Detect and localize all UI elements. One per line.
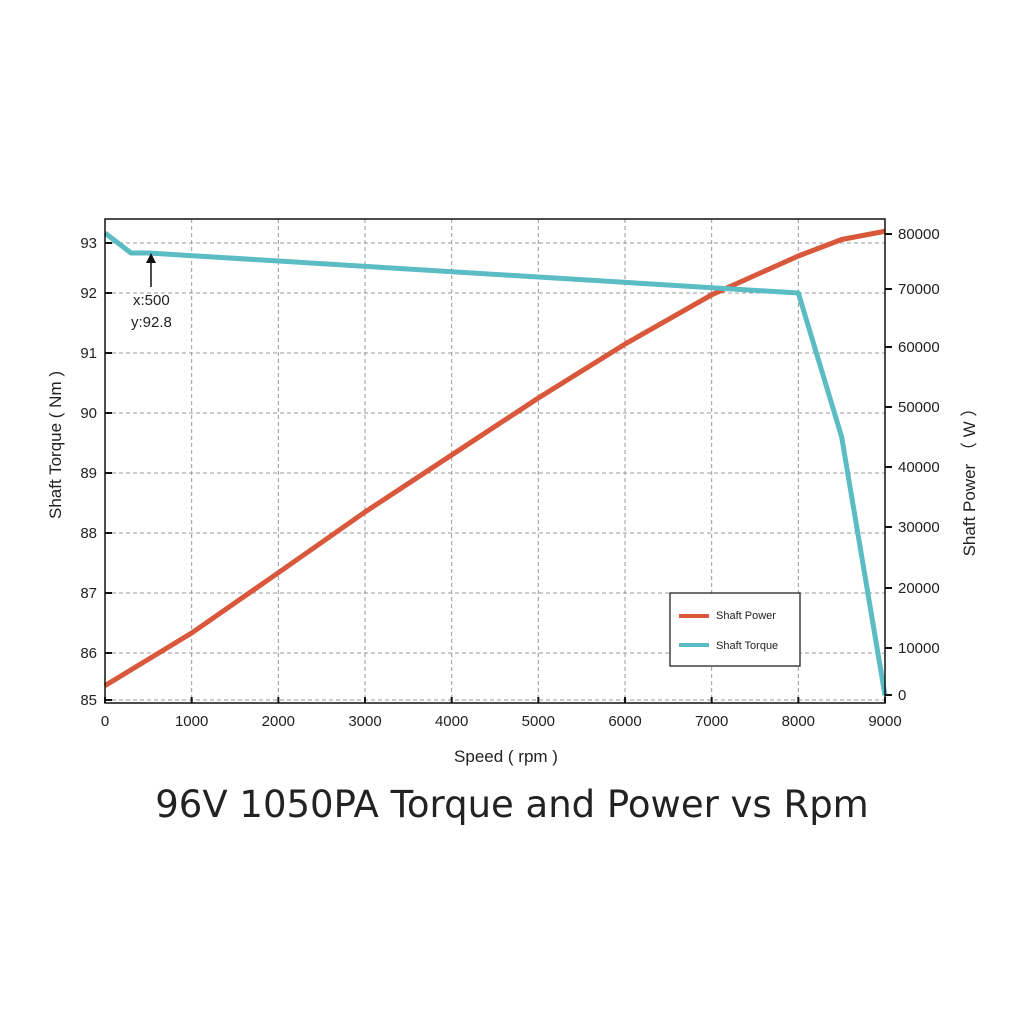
ticks: 0 1000 2000 3000 4000 5000 6000 7000 8000 9000 85 8…	[80, 226, 939, 730]
y-right-tick-label: 20000	[898, 580, 940, 597]
x-tick-label: 4000	[435, 713, 468, 730]
y-left-tick-label: 87	[80, 585, 97, 602]
x-tick-label: 5000	[522, 713, 555, 730]
legend-label-torque: Shaft Torque	[716, 640, 778, 652]
y-left-axis-label: Shaft Torque ( Nm )	[46, 371, 65, 519]
y-left-tick-label: 91	[80, 345, 97, 362]
y-right-tick-label: 0	[898, 687, 906, 704]
x-axis-label: Speed ( rpm )	[454, 747, 558, 766]
y-right-tick-label: 30000	[898, 519, 940, 536]
legend-box	[669, 592, 801, 667]
y-left-tick-label: 85	[80, 692, 97, 709]
y-left-tick-label: 88	[80, 525, 97, 542]
x-tick-label: 0	[101, 713, 109, 730]
series-line-shaft-torque	[103, 231, 888, 696]
y-right-tick-label: 70000	[898, 281, 940, 298]
annotation-x: x:500	[133, 292, 170, 309]
y-left-tick-label: 86	[80, 645, 97, 662]
y-left-tick-label: 93	[80, 235, 97, 252]
y-right-tick-label: 40000	[898, 459, 940, 476]
series-line-shaft-power	[103, 228, 886, 688]
y-left-tick-label: 89	[80, 465, 97, 482]
annotation-y: y:92.8	[131, 314, 172, 331]
legend-label-power: Shaft Power	[716, 610, 776, 622]
x-tick-label: 6000	[608, 713, 641, 730]
y-left-tick-label: 90	[80, 405, 97, 422]
y-right-tick-label: 80000	[898, 226, 940, 243]
x-tick-label: 2000	[262, 713, 295, 730]
chart-title: 96V 1050PA Torque and Power vs Rpm	[155, 783, 869, 826]
grid	[105, 219, 885, 703]
legend: Shaft Power Shaft Torque	[669, 592, 801, 667]
x-tick-label: 9000	[868, 713, 901, 730]
x-tick-label: 7000	[695, 713, 728, 730]
plot-frame	[104, 218, 886, 704]
series-layer	[103, 228, 888, 696]
arrow-head-icon	[146, 253, 156, 263]
annotation: x:500 y:92.8	[131, 253, 172, 331]
y-left-tick-label: 92	[80, 285, 97, 302]
y-right-tick-label: 60000	[898, 339, 940, 356]
x-tick-label: 8000	[782, 713, 815, 730]
x-tick-label: 3000	[348, 713, 381, 730]
y-right-tick-label: 50000	[898, 399, 940, 416]
y-right-axis-label: Shaft Power （ W ）	[960, 400, 979, 557]
x-tick-label: 1000	[175, 713, 208, 730]
y-right-tick-label: 10000	[898, 640, 940, 657]
